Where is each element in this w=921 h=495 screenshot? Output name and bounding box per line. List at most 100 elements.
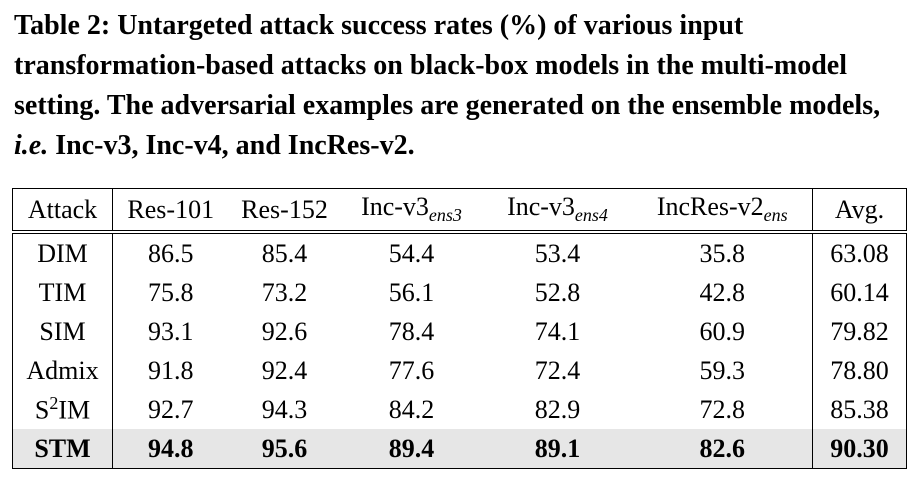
cell-text: 92.6 (261, 316, 308, 346)
header-cell: Inc-v3ens4 (482, 188, 633, 234)
cell-text: 94.3 (261, 394, 308, 424)
subscript: ens4 (574, 205, 608, 226)
table-cell: 92.7 (113, 390, 229, 429)
table-cell: 78.4 (341, 312, 483, 351)
table-cell: 54.4 (341, 232, 483, 273)
table-cell: 86.5 (113, 232, 229, 273)
table-cell: 93.1 (113, 312, 229, 351)
cell-text: Inc-v3 (507, 192, 575, 222)
table-cell: 85.38 (812, 390, 907, 429)
cell-text: 92.7 (148, 394, 194, 424)
cell-text: Attack (27, 194, 98, 224)
cell-text: TIM (38, 277, 87, 307)
cell-text: 60.9 (699, 316, 746, 346)
cell-text: 94.8 (148, 433, 194, 463)
superscript: 2 (49, 393, 59, 414)
header-row: Attack Res-101 Res-152 Inc-v3ens3 Inc-v3ens4… (12, 188, 907, 234)
results-table: Attack Res-101 Res-152 Inc-v3ens3 Inc-v3ens4… (12, 188, 907, 469)
table-cell: 92.6 (229, 312, 341, 351)
cell-text: 89.4 (388, 433, 435, 463)
cell-text: 82.6 (699, 433, 746, 463)
cell-text: 74.1 (534, 316, 581, 346)
table-cell: 52.8 (483, 273, 633, 312)
table-cell: 72.8 (633, 390, 813, 429)
table-cell: 42.8 (633, 273, 813, 312)
table-cell: 92.4 (229, 351, 341, 390)
caption-text: Table 2: Untargeted attack success rates… (14, 10, 881, 121)
row-label: S2IM (12, 390, 113, 429)
cell-text: IncRes-v2 (656, 192, 764, 222)
caption-text: Inc-v3, Inc-v4, and IncRes-v2. (48, 130, 415, 161)
table-cell: 60.9 (633, 312, 813, 351)
table-row: STM 94.8 95.6 89.4 89.1 82.6 90.30 (12, 429, 907, 469)
table-cell: 95.6 (228, 429, 341, 469)
table-cell: 35.8 (633, 232, 813, 273)
cell-text: S (34, 395, 50, 425)
table-cell: 63.08 (812, 232, 907, 273)
table-cell: 90.30 (812, 429, 907, 469)
cell-text: 59.3 (699, 355, 746, 385)
header-cell: IncRes-v2ens (632, 188, 813, 234)
cell-text: 72.4 (534, 355, 581, 385)
cell-text: Avg. (834, 194, 885, 224)
table-cell: 59.3 (633, 351, 813, 390)
table-body: DIM 86.5 85.4 54.4 53.4 35.8 63.08 TIM 75.8 73.2 5… (12, 232, 907, 469)
header-cell: Inc-v3ens3 (340, 188, 483, 234)
table-header: Attack Res-101 Res-152 Inc-v3ens3 Inc-v3ens4… (12, 188, 907, 234)
row-label: STM (12, 429, 113, 469)
cell-text: 42.8 (699, 277, 746, 307)
table-cell: 79.82 (812, 312, 907, 351)
cell-text: Admix (26, 355, 99, 385)
cell-text: 89.1 (534, 433, 581, 463)
cell-text: 78.4 (388, 316, 435, 346)
table-row: SIM 93.1 92.6 78.4 74.1 60.9 79.82 (12, 312, 907, 351)
table-cell: 74.1 (483, 312, 633, 351)
table-cell: 53.4 (483, 232, 633, 273)
cell-text: Inc-v3 (361, 192, 429, 222)
cell-text: 91.8 (148, 355, 194, 385)
table-cell: 60.14 (812, 273, 907, 312)
table-row: S2IM 92.7 94.3 84.2 82.9 72.8 85.38 (12, 390, 907, 429)
cell-text: 72.8 (699, 394, 746, 424)
cell-text: 54.4 (388, 238, 435, 268)
header-cell: Res-152 (228, 188, 341, 234)
table-cell: 91.8 (113, 351, 229, 390)
header-cell: Res-101 (112, 188, 229, 234)
row-label: DIM (12, 232, 113, 273)
cell-text: 85.38 (830, 394, 889, 424)
table-cell: 82.9 (483, 390, 633, 429)
table-cell: 82.6 (632, 429, 813, 469)
table-cell: 94.3 (229, 390, 341, 429)
cell-text: 85.4 (261, 238, 308, 268)
cell-text: 63.08 (830, 238, 889, 268)
table-row: TIM 75.8 73.2 56.1 52.8 42.8 60.14 (12, 273, 907, 312)
table-cell: 77.6 (341, 351, 483, 390)
table-cell: 72.4 (483, 351, 633, 390)
table-cell: 94.8 (112, 429, 229, 469)
cell-text: 60.14 (830, 277, 889, 307)
row-label: TIM (12, 273, 113, 312)
cell-text: 79.82 (830, 316, 889, 346)
table-cell: 85.4 (229, 232, 341, 273)
cell-text: 52.8 (534, 277, 581, 307)
table-row: Admix 91.8 92.4 77.6 72.4 59.3 78.80 (12, 351, 907, 390)
cell-text: Res-152 (241, 194, 328, 224)
cell-text: 86.5 (148, 238, 194, 268)
header-cell: Attack (12, 188, 113, 234)
table-cell: 56.1 (341, 273, 483, 312)
cell-text: 82.9 (534, 394, 581, 424)
row-label: Admix (12, 351, 113, 390)
cell-text: 35.8 (699, 238, 746, 268)
cell-text: 78.80 (830, 355, 889, 385)
cell-text: 93.1 (148, 316, 194, 346)
cell-text: 84.2 (388, 394, 435, 424)
header-cell: Avg. (812, 188, 907, 234)
cell-text: 77.6 (388, 355, 435, 385)
cell-text: 53.4 (534, 238, 581, 268)
table-cell: 89.1 (482, 429, 633, 469)
cell-text: 92.4 (261, 355, 308, 385)
table-cell: 89.4 (340, 429, 483, 469)
cell-text: SIM (39, 316, 86, 346)
cell-text: Res-101 (127, 194, 215, 224)
